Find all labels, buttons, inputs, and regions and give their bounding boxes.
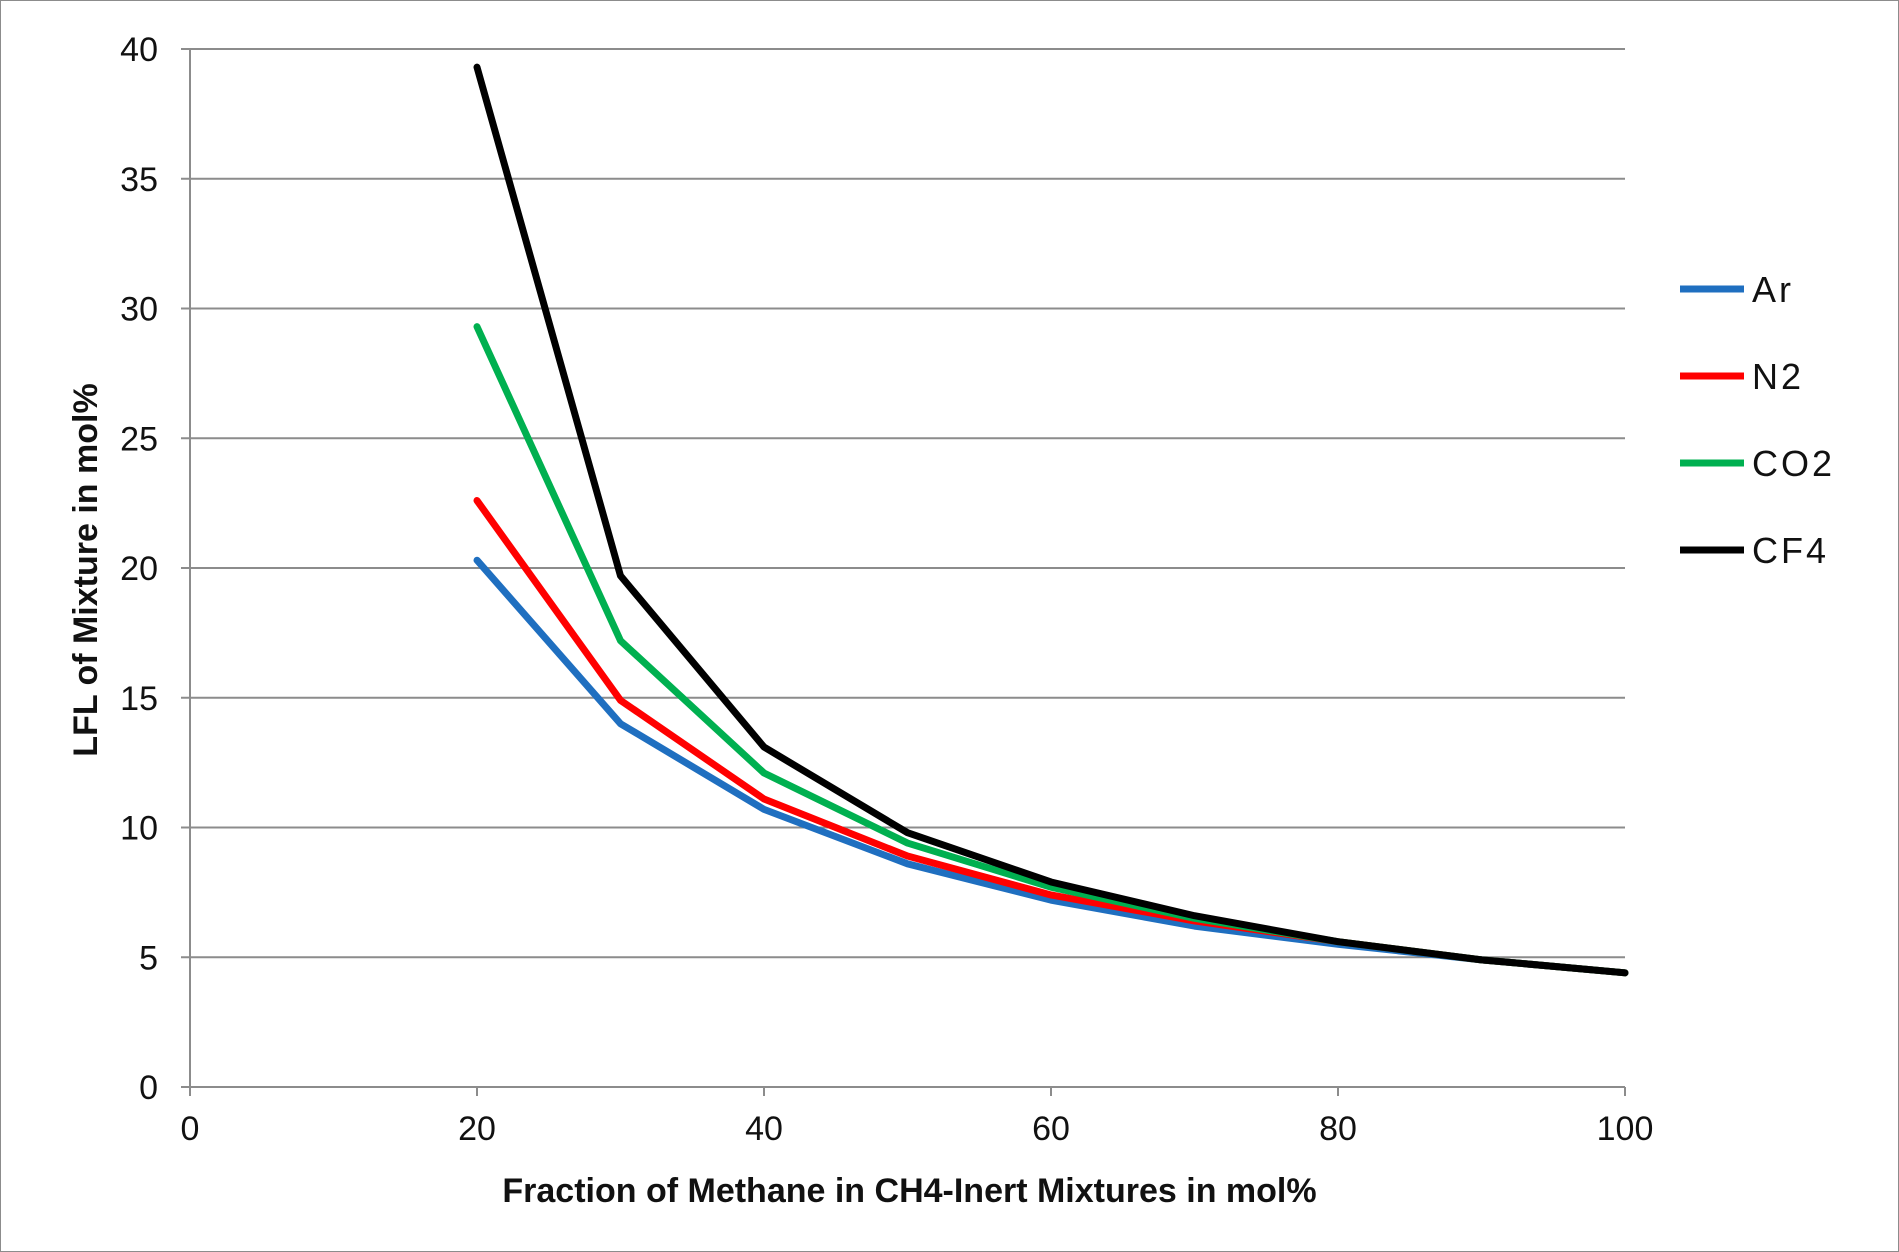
y-tick-label: 5 [139,939,158,977]
series-line-ar [473,556,1629,977]
x-tick-label: 0 [181,1110,200,1148]
x-axis-title: Fraction of Methane in CH4-Inert Mixture… [502,1172,1316,1210]
legend-label-co2: CO2 [1752,443,1835,484]
y-tick-label: 0 [139,1069,158,1107]
y-tick-label: 15 [120,680,158,718]
x-tick-label: 20 [458,1110,496,1148]
y-axis-title: LFL of Mixture in mol% [67,383,105,756]
series-line-cf4 [473,63,1629,977]
tick-labels: 0 5 10 15 20 25 30 35 40 0 20 40 60 80 100 [120,31,1653,1148]
y-tick-label: 20 [120,550,158,588]
x-tick-label: 40 [745,1110,783,1148]
x-tick-label: 80 [1319,1110,1357,1148]
y-tick-label: 25 [120,420,158,458]
y-tick-label: 40 [120,31,158,69]
y-tick-label: 35 [120,161,158,199]
y-tick-label: 10 [120,810,158,848]
y-tick-label: 30 [120,291,158,329]
legend-label-cf4: CF4 [1752,530,1829,571]
series-lines [473,63,1629,977]
legend-label-n2: N2 [1752,356,1804,397]
legend-label-ar: Ar [1752,269,1794,310]
legend: Ar N2 CO2 CF4 [1680,269,1835,571]
x-tick-label: 60 [1032,1110,1070,1148]
x-tick-label: 100 [1597,1110,1654,1148]
series-line-co2 [473,323,1629,977]
gridlines [190,48,1625,959]
